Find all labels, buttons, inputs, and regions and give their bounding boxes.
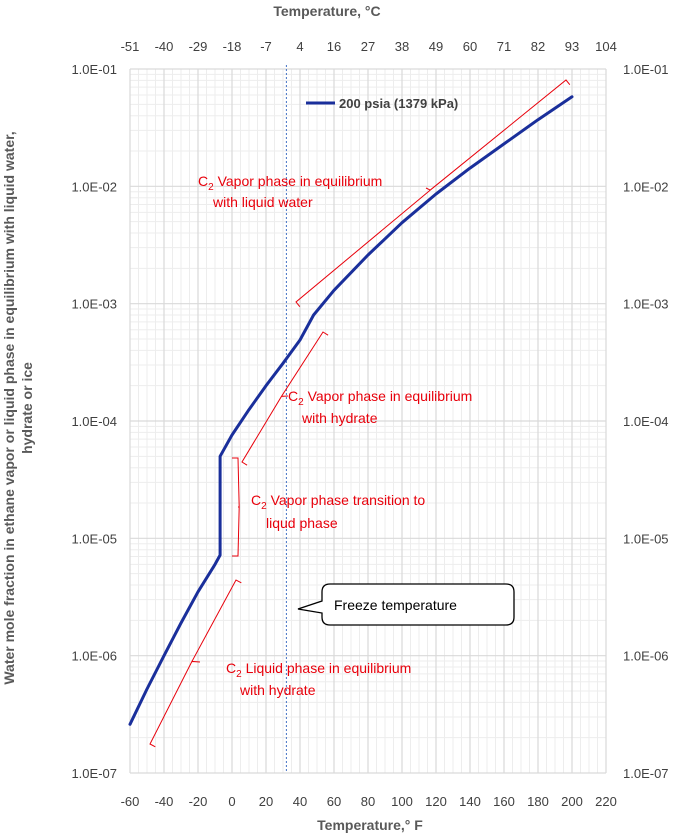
freeze-temperature-callout: Freeze temperature: [297, 583, 515, 626]
y-tick-label-left: 1.0E-04: [71, 414, 117, 429]
y-tick-label-left: 1.0E-06: [71, 649, 117, 664]
annotation-subscript: 2: [298, 397, 304, 408]
x-tick-label-top: -40: [155, 39, 174, 54]
callout-box: [297, 583, 515, 626]
y-tick-label-right: 1.0E-06: [623, 649, 669, 664]
y-axis-title-line2: hydrate or ice: [19, 362, 35, 454]
y-tick-label-left: 1.0E-01: [71, 62, 117, 77]
annotation-liquid-hydrate: C2 Liquid phase in equilibrium: [226, 660, 411, 680]
x-tick-label-bottom: 140: [459, 794, 481, 809]
x-tick-label-top: 49: [429, 39, 443, 54]
annotation-liquid-water: C2 Vapor phase in equilibrium: [198, 173, 382, 193]
y-tick-label-left: 1.0E-05: [71, 531, 117, 546]
x-tick-label-bottom: -60: [121, 794, 140, 809]
annotation-line1: Vapor phase in equilibrium: [304, 388, 473, 404]
annotation-liquid-water-line2: with liquid water: [212, 194, 313, 210]
x-tick-label-bottom: -40: [155, 794, 174, 809]
x-tick-label-top: 4: [296, 39, 303, 54]
series-line: [128, 95, 574, 726]
x-tick-label-bottom: 60: [327, 794, 341, 809]
annotation-prefix: C: [251, 492, 261, 508]
bracket-transition: [232, 457, 240, 557]
annotation-prefix: C: [198, 173, 208, 189]
bracket-liquid-hydrate: [149, 579, 242, 748]
y-tick-label-right: 1.0E-02: [623, 179, 669, 194]
y-tick-label-left: 1.0E-07: [71, 766, 117, 781]
annotation-transition: C2 Vapor phase transition to: [251, 492, 425, 512]
x-tick-label-top: 38: [395, 39, 409, 54]
annotation-vapor-hydrate: C2 Vapor phase in equilibrium: [288, 388, 472, 408]
y-tick-label-right: 1.0E-04: [623, 414, 669, 429]
x-tick-label-bottom: 20: [259, 794, 273, 809]
x-tick-label-top: -29: [189, 39, 208, 54]
annotation-brackets: [149, 79, 571, 748]
annotation-liquid-hydrate-line2: with hydrate: [239, 682, 316, 698]
y-tick-label-right: 1.0E-03: [623, 297, 669, 312]
x-tick-label-top: 27: [361, 39, 375, 54]
bracket-liquid-water: [295, 79, 571, 307]
x-tick-label-top: -7: [260, 39, 272, 54]
x-tick-label-bottom: 0: [228, 794, 235, 809]
annotation-transition-line2: liqud phase: [266, 515, 338, 531]
y-tick-label-right: 1.0E-05: [623, 531, 669, 546]
x-tick-label-top: 93: [565, 39, 579, 54]
x-tick-label-bottom: 200: [561, 794, 583, 809]
series-layer: [128, 95, 574, 726]
x-tick-label-top: 71: [497, 39, 511, 54]
annotation-subscript: 2: [236, 669, 242, 680]
annotation-line1: Liquid phase in equilibrium: [242, 660, 412, 676]
y-tick-label-left: 1.0E-02: [71, 179, 117, 194]
x-tick-label-bottom: 220: [595, 794, 617, 809]
callout-text: Freeze temperature: [334, 597, 457, 613]
x-tick-label-bottom: 180: [527, 794, 549, 809]
x-tick-label-bottom: 160: [493, 794, 515, 809]
y-tick-label-left: 1.0E-03: [71, 297, 117, 312]
x-tick-label-bottom: 100: [391, 794, 413, 809]
x-tick-label-top: -51: [121, 39, 140, 54]
legend-label: 200 psia (1379 kPa): [339, 96, 458, 111]
annotation-prefix: C: [226, 660, 236, 676]
tick-labels: -60 -40 -20 0 20 40 60 80 100 120 140 160 180 200 220 -…: [71, 39, 668, 809]
annotation-line1: Vapor phase in equilibrium: [214, 173, 383, 189]
annotation-vapor-hydrate-line2: with hydrate: [301, 410, 378, 426]
x-tick-label-bottom: 40: [293, 794, 307, 809]
x-tick-label-top: -18: [223, 39, 242, 54]
x-tick-label-bottom: 120: [425, 794, 447, 809]
y-axis-title-line1: Water mole fraction in ethane vapor or l…: [1, 131, 17, 684]
annotation-prefix: C: [288, 388, 298, 404]
y-tick-label-right: 1.0E-07: [623, 766, 669, 781]
x-axis-title-bottom: Temperature,° F: [317, 817, 423, 833]
annotation-line1: Vapor phase transition to: [267, 492, 426, 508]
x-tick-label-top: 104: [595, 39, 617, 54]
x-tick-label-top: 16: [327, 39, 341, 54]
gridlines: [129, 68, 607, 774]
x-tick-label-top: 82: [531, 39, 545, 54]
x-axis-title-top: Temperature, °C: [273, 3, 380, 19]
annotation-subscript: 2: [261, 501, 267, 512]
x-tick-label-bottom: -20: [189, 794, 208, 809]
annotation-subscript: 2: [208, 182, 214, 193]
bracket-vapor-hydrate: [241, 331, 329, 466]
x-tick-label-top: 60: [463, 39, 477, 54]
y-tick-label-right: 1.0E-01: [623, 62, 669, 77]
x-tick-label-bottom: 80: [361, 794, 375, 809]
legend: 200 psia (1379 kPa): [306, 96, 458, 111]
